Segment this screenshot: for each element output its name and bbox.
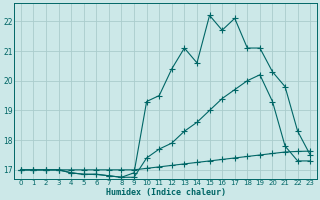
X-axis label: Humidex (Indice chaleur): Humidex (Indice chaleur) — [106, 188, 226, 197]
